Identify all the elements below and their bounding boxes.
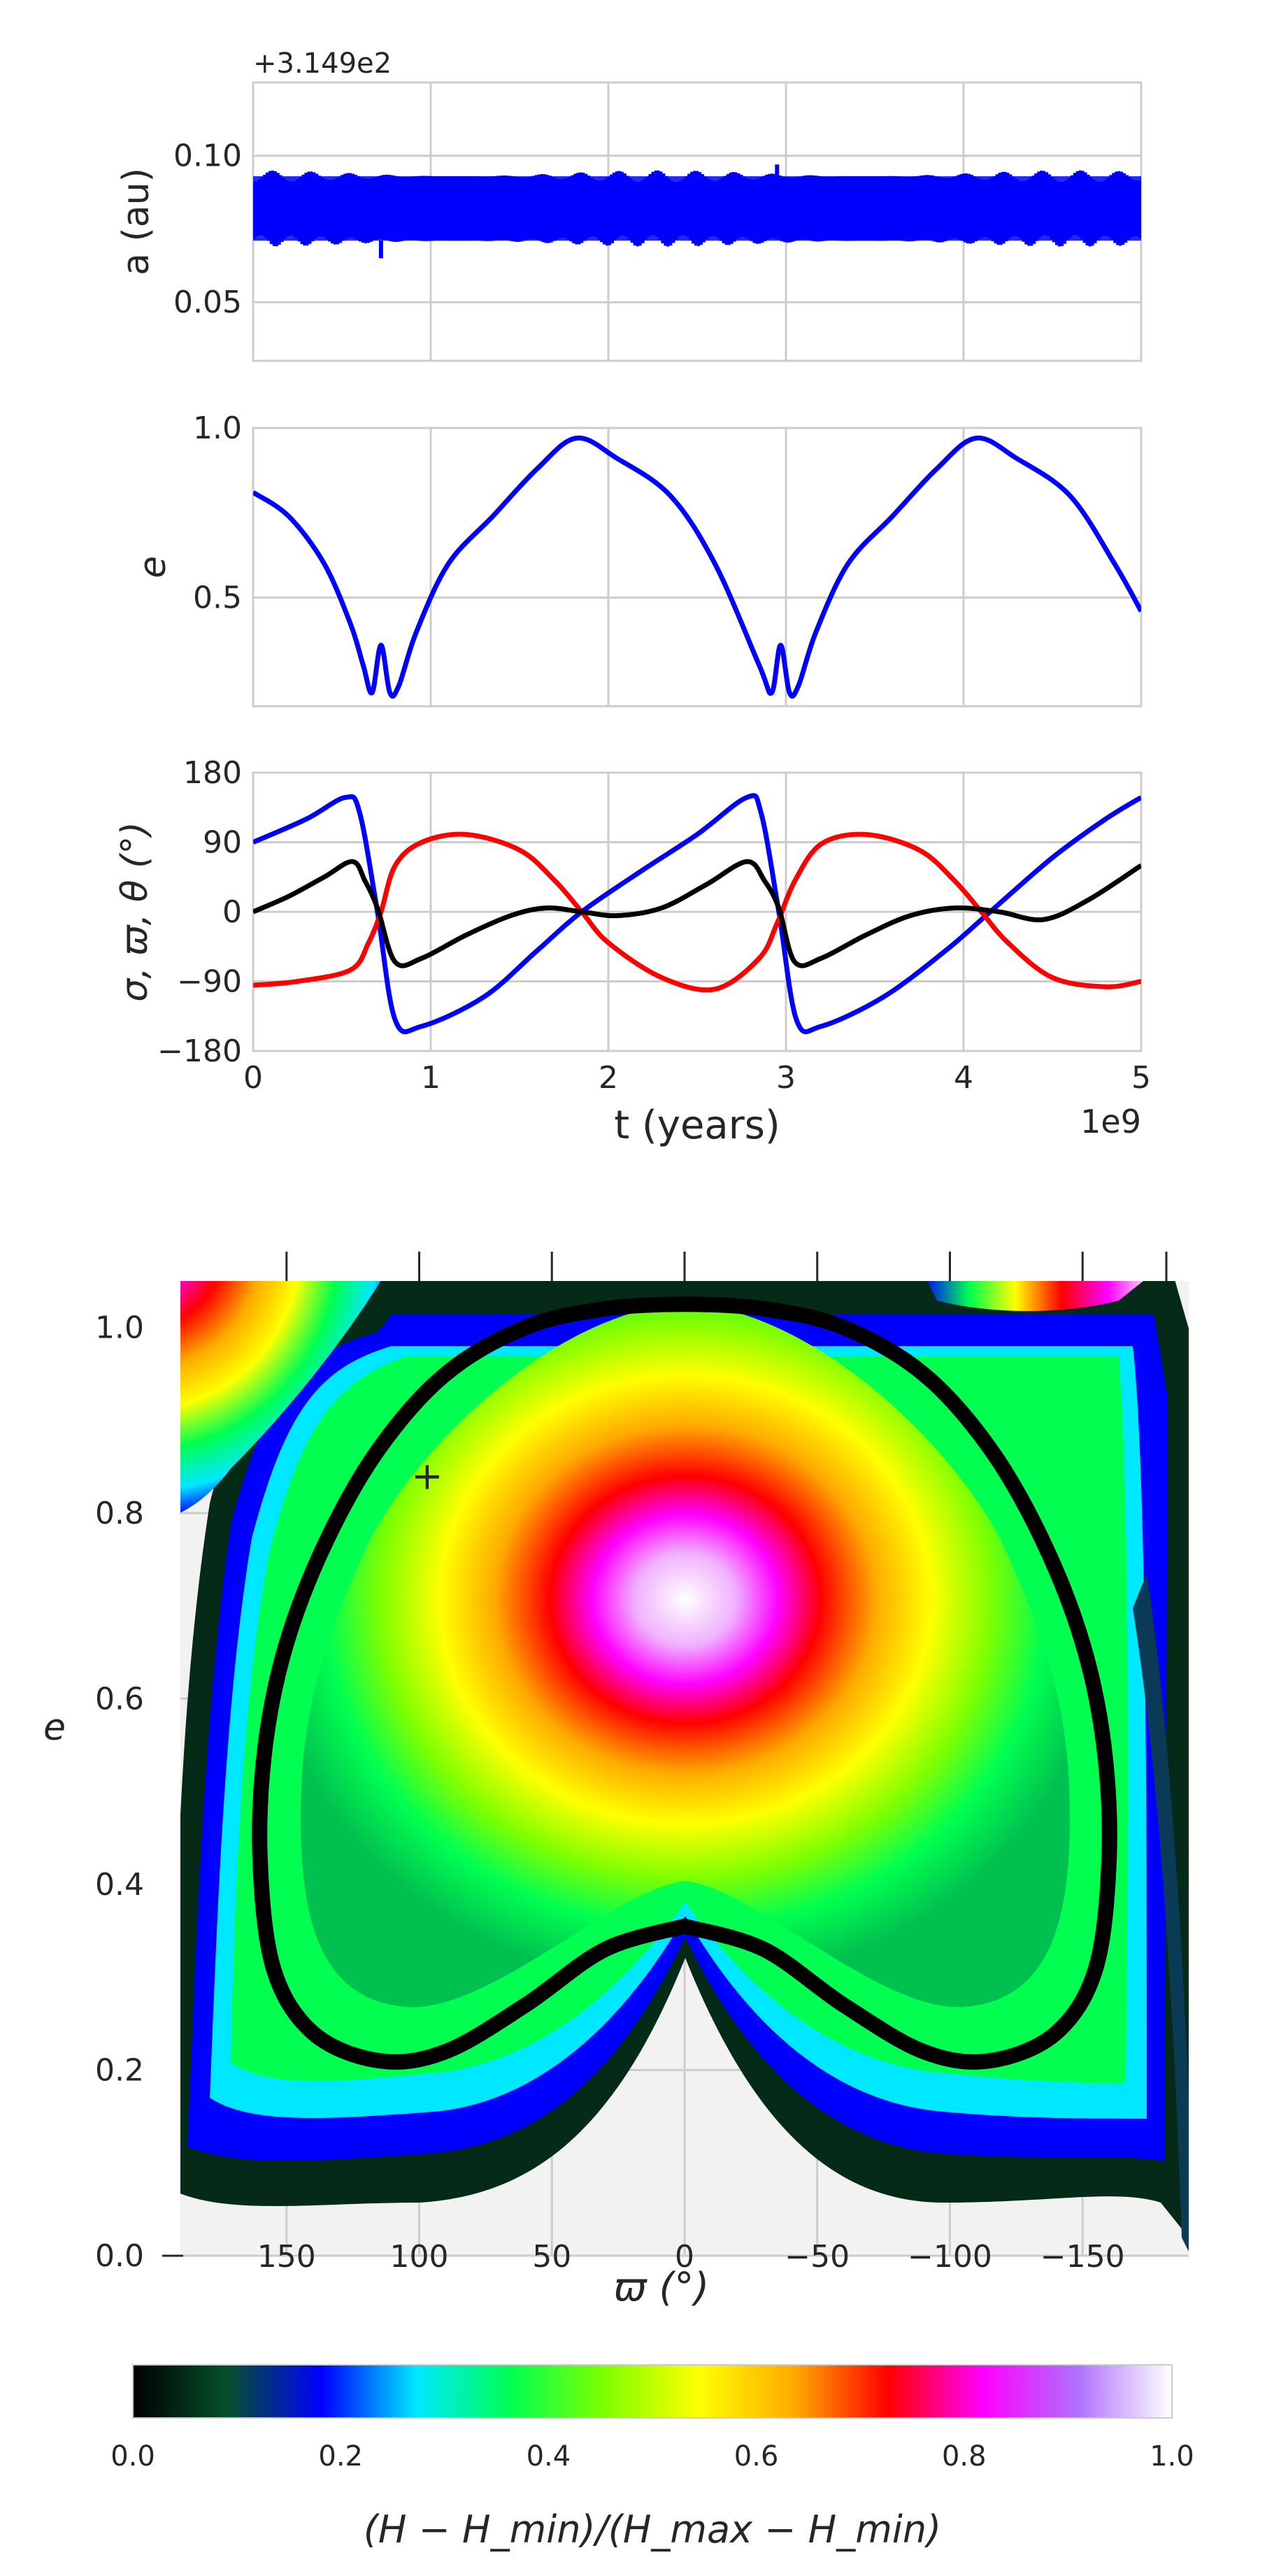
heatmap-corner-upper-right [927,1281,1143,1311]
colorbar-tick-labels: 0.0 0.2 0.4 0.6 0.8 1.0 [110,2440,1194,2473]
ytick-label: 90 [203,825,242,861]
colorbar: 0.0 0.2 0.4 0.6 0.8 1.0 (H − H_min)/(H_max − … [110,2364,1194,2552]
ytick-label: 0.8 [95,1496,144,1531]
colorbar-bar [132,2364,1173,2419]
xtick-label: 100 [390,2239,449,2275]
panel-angles-xlabel: t (years) [614,1103,780,1148]
panel-e-ytick-labels: 0.5 1.0 [193,410,242,616]
ytick-label: 0.0 [95,2238,144,2274]
xtick-label: 4 [954,1060,973,1096]
panel-angles: σ, ϖ, θ (°) −180 −90 0 90 180 0 1 2 3 4 5 t (year… [114,755,1151,1148]
panel-semimajor-axis: +3.149e2 a (au) 0.05 0.10 [115,48,1143,362]
ytick-label: 0.6 [95,1681,144,1717]
panel-angles-ylabel: σ, ϖ, θ (°) [114,822,156,1002]
panel-phase-portrait: + 0.0 0.2 0.4 0.6 0.8 1.0 150 100 50 0 −50 −100 −15… [43,1252,1189,2310]
ytick-label: −180 [157,1033,242,1069]
panel-hm-xtick-labels: 150 100 50 0 −50 −100 −150 [257,2239,1125,2275]
ytick-label: 0.2 [95,2052,144,2088]
panel-angles-xscale-label: 1e9 [1080,1103,1141,1140]
panel-e-ylabel: e [132,556,174,578]
ytick-label: 0.4 [95,1867,144,1903]
ytick-label: −90 [177,964,242,1000]
panel-e-grid [253,428,1141,706]
panel-hm-xlabel: ϖ (°) [614,2265,709,2310]
panel-e-frame [252,427,1143,708]
xtick-label: −50 [785,2239,850,2275]
panel-a-grid [253,83,1141,361]
xtick-label: 2 [599,1060,618,1096]
colorbar-tick-label: 0.6 [734,2440,779,2473]
ytick-label: 1.0 [193,410,242,446]
panel-eccentricity: e 0.5 1.0 [132,410,1143,708]
heatmap-core [301,1304,1070,2008]
level-curve [252,1296,1117,2070]
panel-angles-ytick-labels: −180 −90 0 90 180 [157,755,242,1069]
series-a-band [253,176,1141,241]
colorbar-tick-label: 0.8 [942,2440,987,2473]
colorbar-tick-label: 0.4 [527,2440,571,2473]
xtick-label: 1 [421,1060,441,1096]
series-a-spikes [378,164,780,259]
colorbar-tick-label: 0.2 [318,2440,363,2473]
panel-angles-xtick-labels: 0 1 2 3 4 5 [243,1060,1151,1096]
series-a [253,164,1141,259]
ytick-label: 0 [222,894,242,930]
heatmap-corner-upper-left [180,1281,381,1513]
series-sigma-line [253,859,1141,968]
xtick-label: −100 [908,2239,992,2275]
xtick-label: 0 [243,1060,263,1096]
xtick-label: −150 [1040,2239,1125,2275]
xtick-label: 5 [1131,1060,1151,1096]
panel-hm-ytick-labels: 0.0 0.2 0.4 0.6 0.8 1.0 [95,1310,144,2274]
ytick-label: 180 [183,755,242,791]
panel-hm-ylabel: e [43,1707,66,1749]
colorbar-label: (H − H_min)/(H_max − H_min) [364,2507,941,2552]
ytick-label: 0.05 [173,285,242,320]
series-e-line [253,435,1141,699]
xtick-label: 3 [776,1060,796,1096]
ytick-label: 1.0 [95,1310,144,1345]
panel-a-ytick-labels: 0.05 0.10 [173,138,242,320]
panel-a-offset-label: +3.149e2 [253,48,392,80]
xtick-label: 150 [257,2239,316,2275]
panel-a-ylabel: a (au) [115,168,157,276]
colorbar-tick-label: 0.0 [110,2440,155,2473]
ytick-label: 0.5 [193,580,242,616]
heatmap-field [180,1281,1189,2252]
initial-condition-marker: + [411,1454,443,1498]
xtick-label: 50 [532,2239,571,2275]
xtick-label: 0 [675,2239,694,2275]
colorbar-tick-label: 1.0 [1150,2440,1194,2473]
heatmap-edge-right [1133,1573,1189,2252]
ytick-label: 0.10 [173,138,242,174]
